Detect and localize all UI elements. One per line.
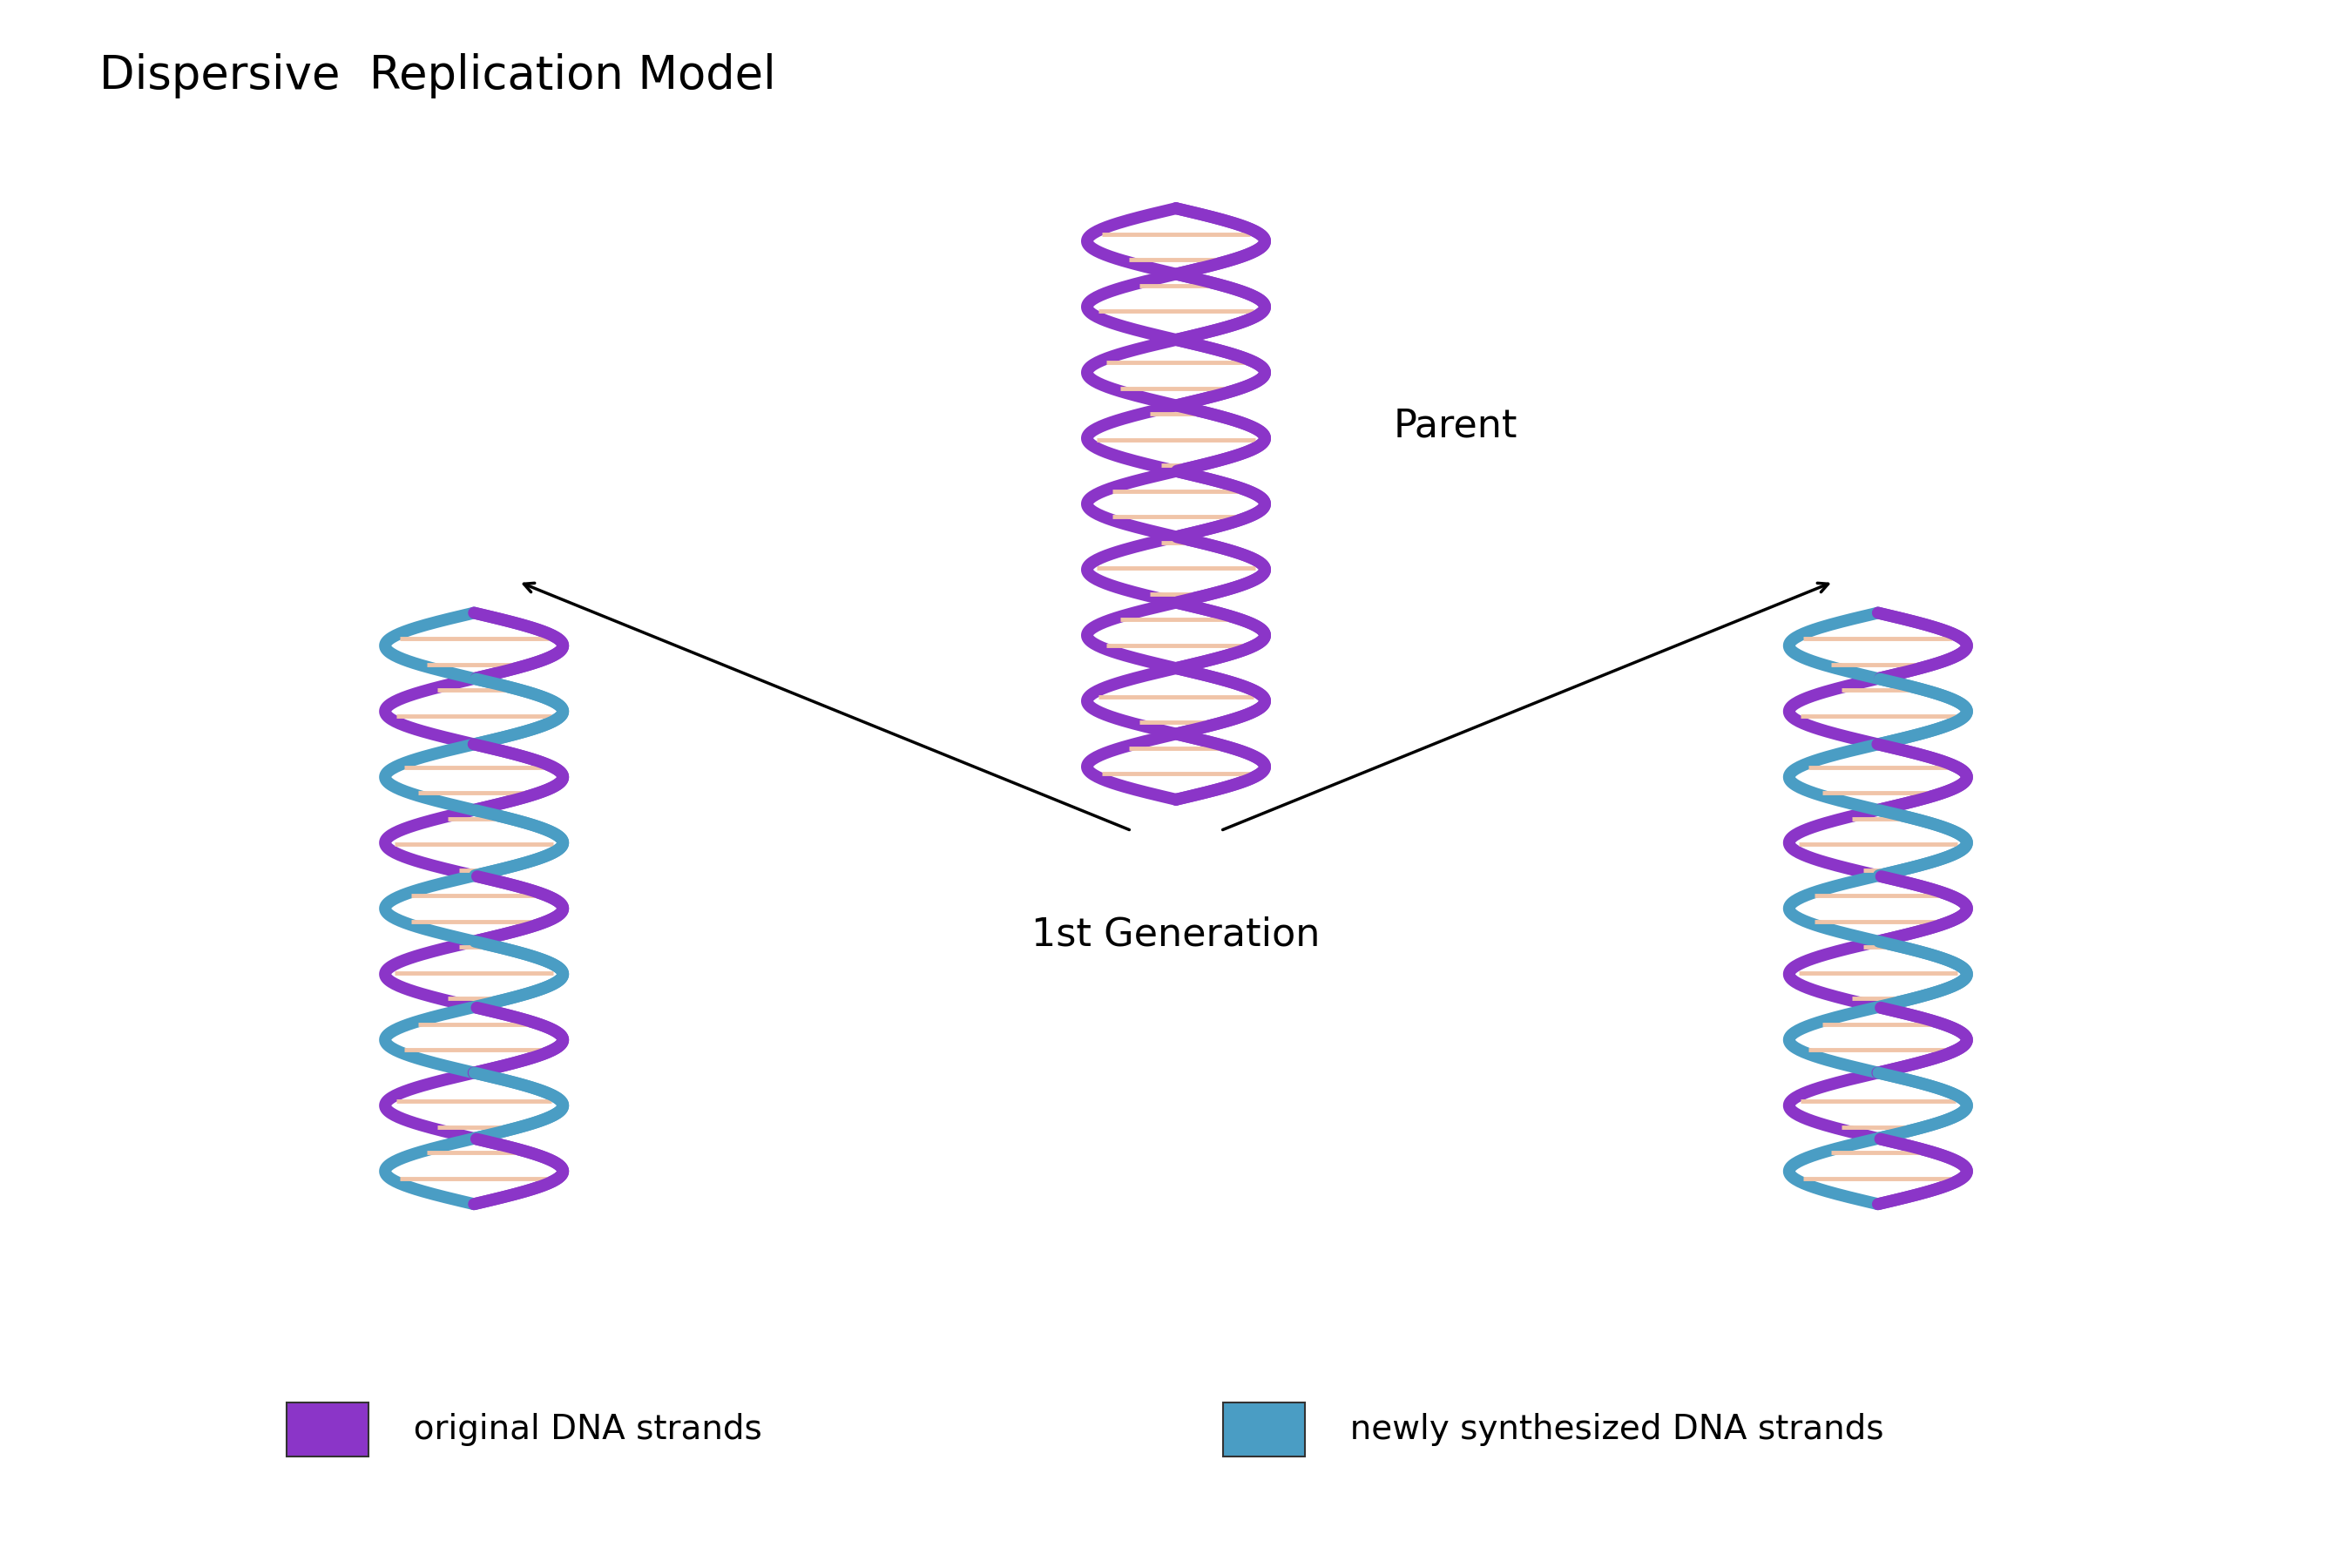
Bar bbox=[1223, 1402, 1305, 1457]
Text: original DNA strands: original DNA strands bbox=[393, 1413, 762, 1446]
Text: Dispersive  Replication Model: Dispersive Replication Model bbox=[99, 53, 776, 99]
Bar bbox=[287, 1402, 369, 1457]
Text: newly synthesized DNA strands: newly synthesized DNA strands bbox=[1329, 1413, 1884, 1446]
Text: 1st Generation: 1st Generation bbox=[1033, 916, 1319, 953]
Text: Parent: Parent bbox=[1395, 408, 1517, 445]
